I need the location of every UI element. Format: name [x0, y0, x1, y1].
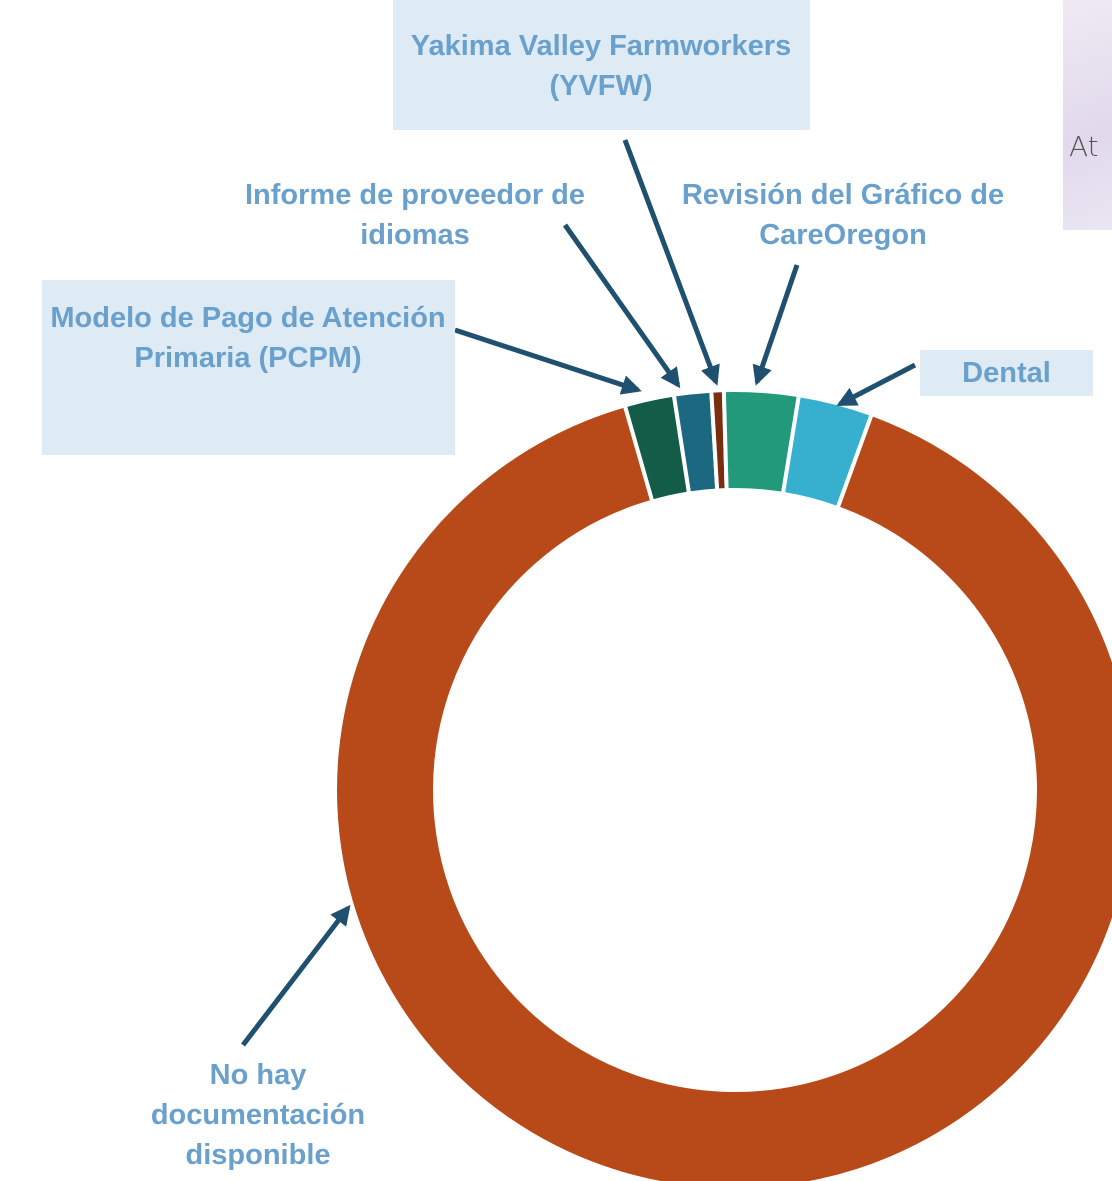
slice-label: Revisión del Gráfico de CareOregon — [681, 179, 1005, 251]
donut-slice — [333, 403, 1112, 1181]
slice-label: Modelo de Pago de Atención Primaria (PCP… — [50, 302, 446, 374]
label-box — [393, 0, 810, 130]
donut — [333, 388, 1112, 1181]
arrow — [241, 904, 351, 1047]
arrow — [622, 139, 720, 386]
slice-label: Dental — [962, 357, 1051, 389]
arrow — [454, 327, 642, 395]
slice-label: No hay documentación disponible — [150, 1059, 366, 1171]
fragment-text: At — [1069, 130, 1099, 163]
slice-label: Informe de proveedor de idiomas — [244, 179, 585, 251]
slice-label: Yakima Valley Farmworkers (YVFW) — [410, 30, 792, 102]
label-box — [920, 350, 1093, 396]
arrow — [562, 223, 681, 389]
arrows — [241, 139, 917, 1047]
arrow — [752, 264, 800, 386]
arrow — [836, 362, 917, 407]
label-box — [42, 280, 455, 455]
image-fragment: At — [1063, 0, 1112, 230]
